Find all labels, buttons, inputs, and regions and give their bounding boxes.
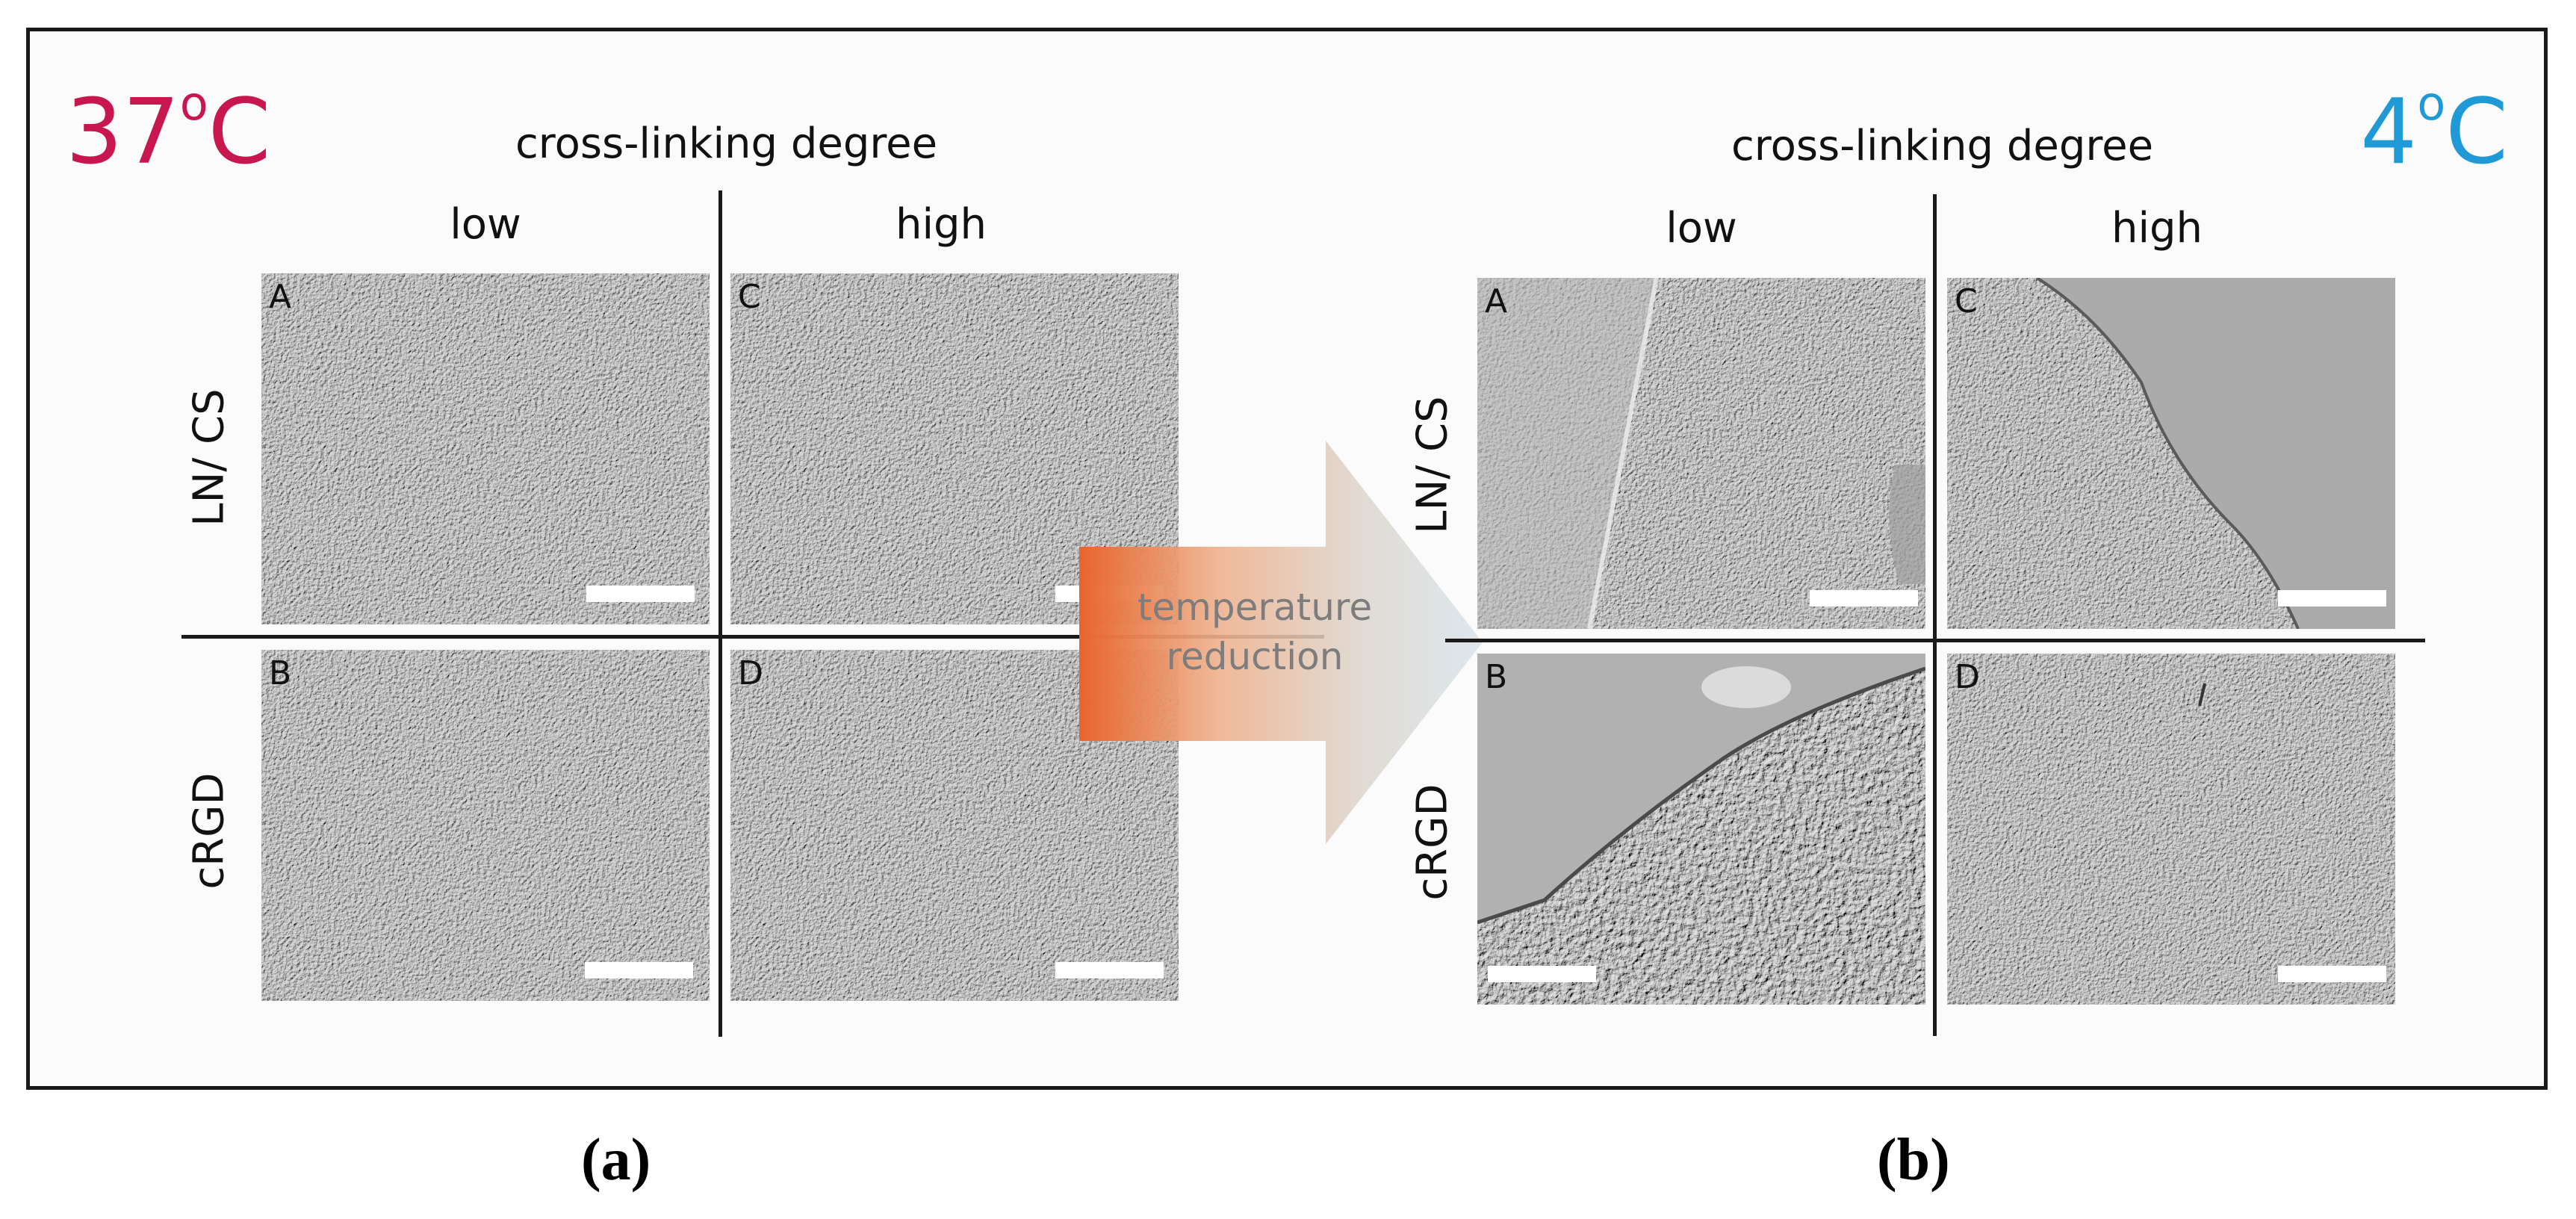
panel-label: A	[269, 278, 292, 316]
panel-37c-C: C	[730, 273, 1179, 624]
left-row-top: LN/ CS	[184, 388, 234, 527]
right-temperature: 4oC	[2360, 76, 2509, 184]
scale-bar	[585, 962, 693, 978]
panel-4c-B: B	[1477, 654, 1925, 1005]
left-vertical-divider	[719, 190, 722, 1037]
panel-label: B	[1485, 658, 1508, 696]
panel-label: A	[1485, 282, 1508, 320]
right-row-top: LN/ CS	[1408, 396, 1457, 534]
scale-bar	[2278, 590, 2386, 607]
scale-bar	[1488, 966, 1596, 982]
panel-label: C	[738, 278, 761, 316]
left-col-high: high	[895, 200, 987, 249]
right-col-high: high	[2111, 204, 2203, 252]
panel-37c-B: B	[261, 650, 710, 1001]
scale-bar	[1810, 590, 1918, 607]
scale-bar	[586, 586, 695, 602]
right-row-bottom: cRGD	[1408, 784, 1457, 901]
left-temperature: 37oC	[66, 76, 271, 184]
panel-label: D	[1955, 658, 1980, 696]
scale-bar	[1055, 962, 1164, 978]
panel-4c-D: D	[1947, 654, 2395, 1005]
caption-b: (b)	[1877, 1127, 1950, 1193]
left-header: cross-linking degree	[515, 120, 938, 168]
right-header: cross-linking degree	[1731, 122, 2154, 170]
panel-label: D	[738, 654, 763, 692]
scale-bar	[2278, 966, 2386, 982]
panel-4c-A: A	[1477, 278, 1925, 629]
left-horizontal-divider	[181, 635, 1324, 639]
panel-37c-A: A	[261, 273, 710, 624]
caption-a: (a)	[581, 1127, 651, 1193]
arrow-text-line1: temperature	[1137, 586, 1373, 629]
panel-label: C	[1955, 282, 1978, 320]
right-col-low: low	[1666, 204, 1737, 252]
left-col-low: low	[450, 200, 521, 249]
arrow-text-line2: reduction	[1166, 635, 1344, 678]
left-row-bottom: cRGD	[184, 772, 234, 890]
panel-label: B	[269, 654, 292, 692]
right-vertical-divider	[1933, 194, 1937, 1036]
temperature-reduction-arrow: temperature reduction	[1079, 441, 1483, 844]
panel-4c-C: C	[1947, 278, 2395, 629]
